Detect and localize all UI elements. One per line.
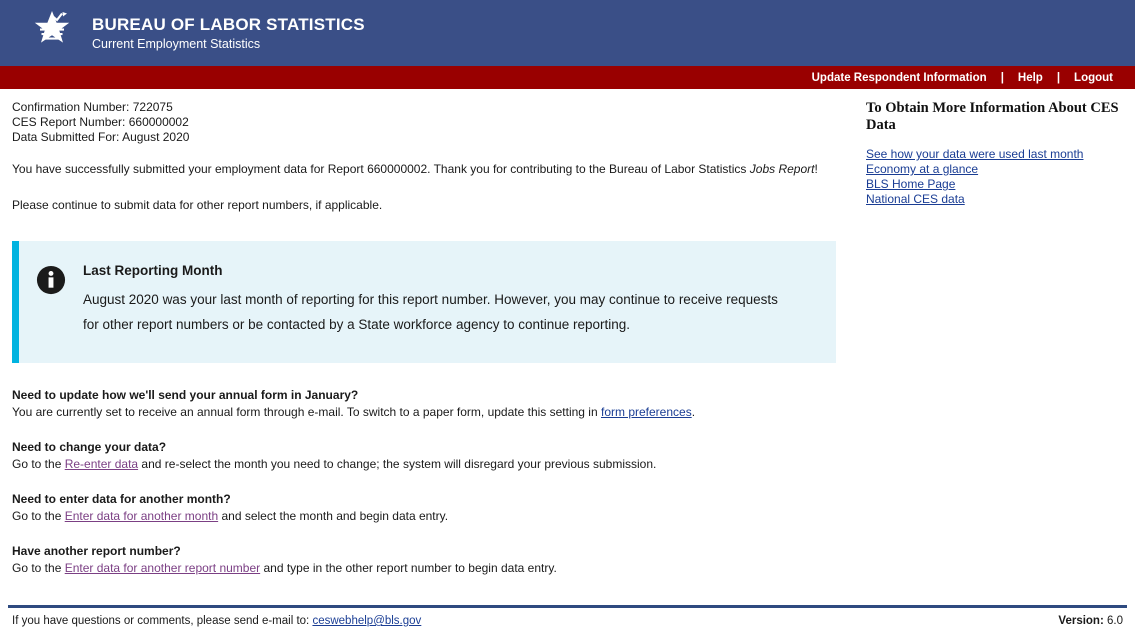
footer-version: Version: 6.0 bbox=[1058, 615, 1123, 627]
help-heading-annual-form: Need to update how we'll send your annua… bbox=[12, 388, 359, 402]
help-section-another-month: Need to enter data for another month? Go… bbox=[12, 491, 850, 524]
help-text-before: Go to the bbox=[12, 509, 65, 523]
data-submitted-for-label: Data Submitted For: bbox=[12, 130, 120, 144]
confirmation-number-label: Confirmation Number: bbox=[12, 100, 130, 114]
sidebar-link-economy-at-a-glance[interactable]: Economy at a glance bbox=[866, 162, 979, 176]
help-text-after: and select the month and begin data entr… bbox=[218, 509, 449, 523]
sidebar-link-list: See how your data were used last month E… bbox=[866, 147, 1128, 207]
help-text-before: Go to the bbox=[12, 457, 65, 471]
help-heading-another-month: Need to enter data for another month? bbox=[12, 492, 231, 506]
nav-update-respondent-information[interactable]: Update Respondent Information bbox=[811, 71, 987, 84]
enter-data-another-report-link[interactable]: Enter data for another report number bbox=[64, 561, 261, 575]
nav-logout[interactable]: Logout bbox=[1074, 71, 1113, 84]
sidebar: To Obtain More Information About CES Dat… bbox=[866, 100, 1128, 207]
footer-content: If you have questions or comments, pleas… bbox=[0, 608, 1135, 637]
page-title: BUREAU OF LABOR STATISTICS bbox=[92, 14, 365, 34]
help-section-change-data: Need to change your data? Go to the Re-e… bbox=[12, 439, 850, 472]
help-section-another-report: Have another report number? Go to the En… bbox=[12, 543, 850, 576]
jobs-report-italic: Jobs Report bbox=[749, 162, 815, 176]
success-message-text-before: You have successfully submitted your emp… bbox=[12, 162, 750, 176]
header-subtitle: Current Employment Statistics bbox=[92, 37, 261, 52]
callout-content: Last Reporting Month August 2020 was you… bbox=[83, 263, 812, 337]
site-header: BUREAU OF LABOR STATISTICS Current Emplo… bbox=[0, 0, 1135, 66]
page-body: Confirmation Number: 722075 CES Report N… bbox=[0, 89, 1135, 576]
callout-title: Last Reporting Month bbox=[83, 263, 223, 278]
help-body-another-month: Go to the Enter data for another month a… bbox=[12, 508, 850, 524]
help-body-another-report: Go to the Enter data for another report … bbox=[12, 560, 850, 576]
sidebar-link-national-ces-data[interactable]: National CES data bbox=[866, 192, 965, 206]
enter-data-another-month-link[interactable]: Enter data for another month bbox=[64, 509, 219, 523]
help-body-change-data: Go to the Re-enter data and re-select th… bbox=[12, 456, 850, 472]
help-heading-another-report: Have another report number? bbox=[12, 544, 181, 558]
form-preferences-link[interactable]: form preferences bbox=[600, 405, 692, 419]
main-content-column: Confirmation Number: 722075 CES Report N… bbox=[0, 100, 850, 576]
footer-divider bbox=[8, 605, 1127, 608]
version-value: 6.0 bbox=[1107, 615, 1123, 627]
version-label: Version: bbox=[1058, 615, 1104, 627]
footer-contact-text: If you have questions or comments, pleas… bbox=[12, 615, 310, 627]
sidebar-title: To Obtain More Information About CES Dat… bbox=[866, 100, 1119, 133]
data-submitted-for-value: August 2020 bbox=[122, 130, 190, 144]
help-heading-change-data: Need to change your data? bbox=[12, 440, 167, 454]
continue-message: Please continue to submit data for other… bbox=[12, 198, 383, 212]
help-section-annual-form: Need to update how we'll send your annua… bbox=[12, 387, 850, 420]
success-message: You have successfully submitted your emp… bbox=[12, 161, 842, 177]
nav-help[interactable]: Help bbox=[1017, 71, 1043, 84]
success-message-text-after: ! bbox=[814, 162, 818, 176]
page-footer: If you have questions or comments, pleas… bbox=[0, 605, 1135, 637]
sidebar-link-bls-home-page[interactable]: BLS Home Page bbox=[866, 177, 956, 191]
data-submitted-for-line: Data Submitted For: August 2020 bbox=[12, 130, 850, 145]
ces-report-number-line: CES Report Number: 660000002 bbox=[12, 115, 850, 130]
help-text-after: and re-select the month you need to chan… bbox=[138, 457, 657, 471]
sidebar-link-data-used-last-month[interactable]: See how your data were used last month bbox=[866, 147, 1084, 161]
ces-report-number-value: 660000002 bbox=[128, 115, 189, 129]
help-text-before: Go to the bbox=[12, 561, 65, 575]
header-text-block: BUREAU OF LABOR STATISTICS Current Emplo… bbox=[92, 15, 365, 52]
help-text-before: You are currently set to receive an annu… bbox=[12, 405, 601, 419]
ces-report-number-label: CES Report Number: bbox=[12, 115, 126, 129]
utility-nav-bar: Update Respondent Information | Help | L… bbox=[0, 66, 1135, 89]
last-reporting-month-callout: Last Reporting Month August 2020 was you… bbox=[12, 241, 836, 363]
nav-separator: | bbox=[1056, 71, 1061, 84]
help-text-after: . bbox=[691, 405, 696, 419]
re-enter-data-link[interactable]: Re-enter data bbox=[64, 457, 139, 471]
callout-text: August 2020 was your last month of repor… bbox=[83, 292, 778, 332]
info-circle-icon bbox=[19, 263, 83, 295]
confirmation-number-line: Confirmation Number: 722075 bbox=[12, 100, 850, 115]
confirmation-number-value: 722075 bbox=[132, 100, 173, 114]
nav-separator: | bbox=[1000, 71, 1004, 84]
help-body-annual-form: You are currently set to receive an annu… bbox=[12, 404, 850, 420]
ceswebhelp-email-link[interactable]: ceswebhelp@bls.gov bbox=[312, 615, 422, 627]
help-text-after: and type in the other report number to b… bbox=[260, 561, 557, 575]
bls-star-chart-logo-icon bbox=[28, 9, 76, 57]
footer-contact: If you have questions or comments, pleas… bbox=[12, 615, 421, 627]
